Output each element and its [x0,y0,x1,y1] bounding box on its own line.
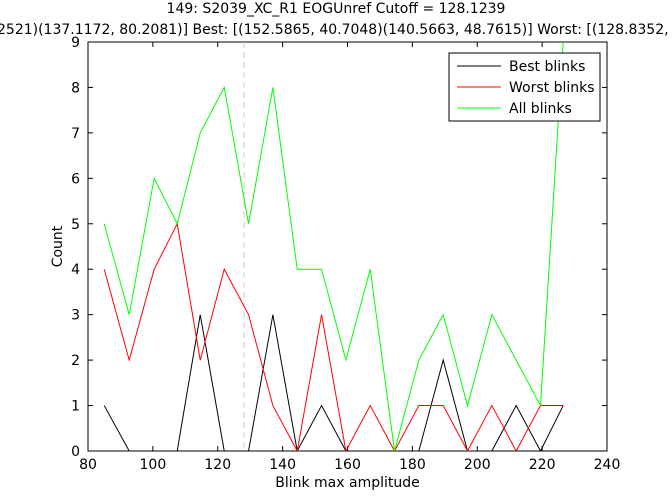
x-tick-label: 220 [529,457,556,473]
x-tick-label: 80 [79,457,97,473]
legend-label-best: Best blinks [509,59,585,75]
legend: Best blinks Worst blinks All blinks [448,52,601,122]
chart-title-line-1: 149: S2039_XC_R1 EOGUnref Cutoff = 128.1… [167,1,506,17]
chart-title-line-2: 2521)(137.1172, 80.2081)] Best: [(152.58… [0,22,672,38]
worst-blinks-series-line [103,222,564,451]
y-tick-label: 0 [71,444,80,460]
x-tick-label: 160 [334,457,361,473]
y-tick-label: 4 [71,262,80,278]
x-tick-label: 180 [399,457,426,473]
x-tick-label: 140 [269,457,296,473]
best-blinks-series-line [103,314,564,451]
y-axis-label: Count [50,225,66,267]
y-tick-label: 3 [71,308,80,324]
x-axis-label: Blink max amplitude [275,475,420,491]
y-tick-label: 5 [71,217,80,233]
y-tick-label: 8 [71,80,80,96]
legend-label-worst: Worst blinks [509,80,595,96]
x-tick-label: 200 [464,457,491,473]
y-tick-label: 9 [71,35,80,51]
y-tick-label: 7 [71,126,80,142]
x-tick-label: 100 [140,457,167,473]
y-tick-label: 1 [71,399,80,415]
all-blinks-series-line [103,42,564,451]
x-tick-label: 120 [204,457,231,473]
y-tick-label: 2 [71,353,80,369]
y-tick-label: 6 [71,171,80,187]
legend-label-all: All blinks [509,101,572,117]
x-tick-label: 240 [594,457,621,473]
